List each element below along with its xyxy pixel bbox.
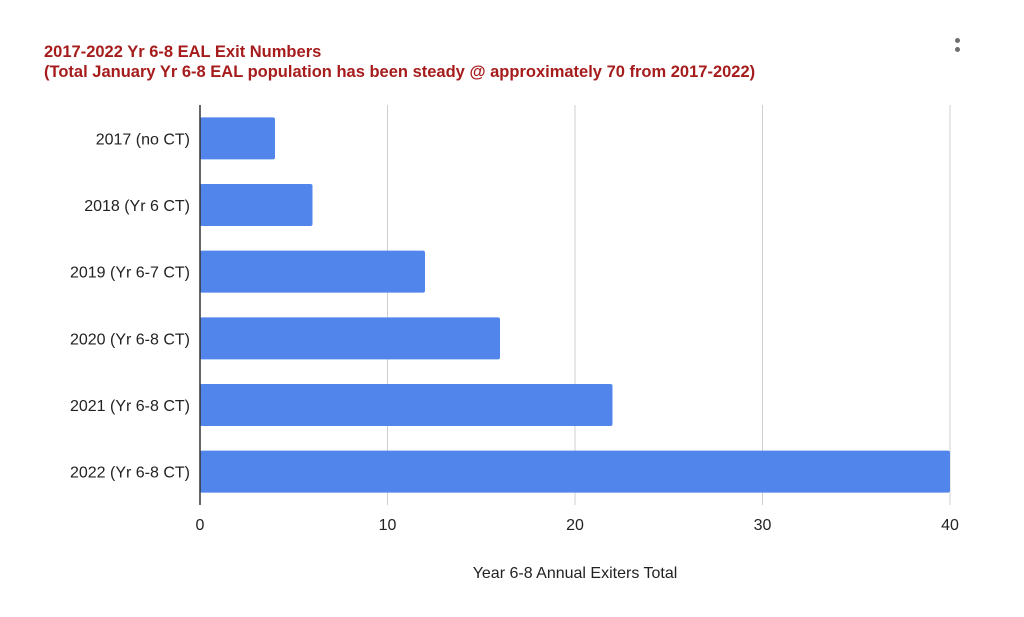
x-axis-title: Year 6-8 Annual Exiters Total <box>473 565 678 582</box>
more-vert-icon-dot <box>955 47 960 52</box>
x-tick-label: 30 <box>754 517 772 534</box>
x-tick-label: 10 <box>379 517 397 534</box>
y-category-label: 2017 (no CT) <box>96 131 190 148</box>
x-tick-label: 0 <box>196 517 205 534</box>
chart-title-block: 2017-2022 Yr 6-8 EAL Exit Numbers (Total… <box>44 42 755 82</box>
bar <box>200 317 500 360</box>
y-category-label: 2021 (Yr 6-8 CT) <box>70 398 190 415</box>
y-category-label: 2022 (Yr 6-8 CT) <box>70 465 190 482</box>
bar <box>200 384 613 426</box>
y-category-label: 2019 (Yr 6-7 CT) <box>70 265 190 282</box>
x-tick-label: 40 <box>941 517 959 534</box>
bar <box>200 117 275 160</box>
more-options-button[interactable] <box>945 36 971 60</box>
y-category-label: 2020 (Yr 6-8 CT) <box>70 331 190 348</box>
bar <box>200 184 313 226</box>
more-vert-icon <box>955 38 960 43</box>
chart-subtitle: (Total January Yr 6-8 EAL population has… <box>44 63 756 81</box>
bar <box>200 450 950 493</box>
bar <box>200 250 425 293</box>
y-category-label: 2018 (Yr 6 CT) <box>84 198 190 215</box>
x-tick-label: 20 <box>566 517 584 534</box>
chart-title: 2017-2022 Yr 6-8 EAL Exit Numbers <box>44 43 322 61</box>
